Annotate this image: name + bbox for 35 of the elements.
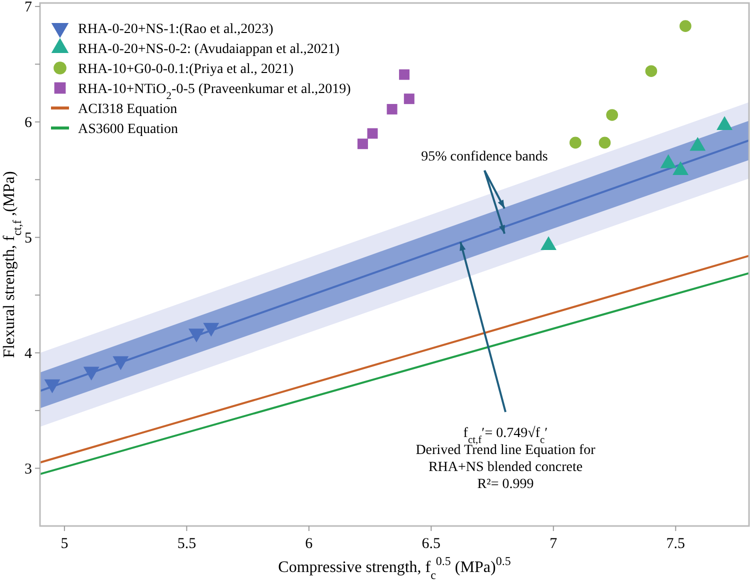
- point: [680, 20, 692, 32]
- annotation: f$_{ct,f}$′= 0.749√f$_{c}$′ Derived Trend line Equation for RHA+NS blended concrete R²= 0.999: [416, 424, 596, 492]
- x-tick-label: 5.5: [177, 536, 196, 552]
- x-tick-label: 7.5: [666, 536, 686, 552]
- legend-label: RHA-0-20+NS-1:(Rao et al.,2023): [78, 22, 274, 37]
- x-tick-label: 7: [550, 536, 558, 552]
- y-tick-label: 3: [24, 461, 32, 478]
- y-tick-label: 5: [24, 230, 32, 246]
- legend-label: ACI318 Equation: [78, 102, 178, 117]
- x-tick-label: 6.5: [422, 536, 441, 552]
- x-tick-label: 6: [305, 536, 314, 552]
- y-tick-label: 6: [24, 114, 32, 131]
- point: [386, 104, 398, 114]
- point: [404, 94, 414, 104]
- point: [598, 136, 611, 149]
- x-axis-title: Compressive strength, f$_{c}$$^{0.5}$ (MPa)$^{0.5}$: [278, 554, 511, 582]
- point: [112, 356, 129, 370]
- point: [203, 322, 220, 337]
- point: [357, 138, 368, 150]
- point: [645, 65, 658, 78]
- point: [570, 136, 582, 149]
- legend-label: RHA-10+NTiO$_{2}$-0-5 (Praveenkumar et al.,2019): [78, 82, 352, 102]
- annotation: 95% confidence bands: [421, 150, 548, 165]
- legend-label: RHA-10+G0-0-0.1:(Priya et al., 2021): [78, 62, 294, 77]
- point: [83, 366, 100, 380]
- point: [188, 328, 204, 342]
- point: [367, 128, 378, 139]
- legend-label: RHA-0-20+NS-0-2: (Avudaiappan et al.,2021): [78, 42, 340, 57]
- point: [606, 109, 618, 121]
- y-tick-label: 7: [24, 0, 32, 16]
- point: [44, 379, 60, 394]
- x-tick-label: 5: [60, 536, 68, 552]
- legend-label: AS3600 Equation: [78, 122, 178, 137]
- y-tick-label: 4: [24, 346, 32, 362]
- point: [399, 69, 410, 80]
